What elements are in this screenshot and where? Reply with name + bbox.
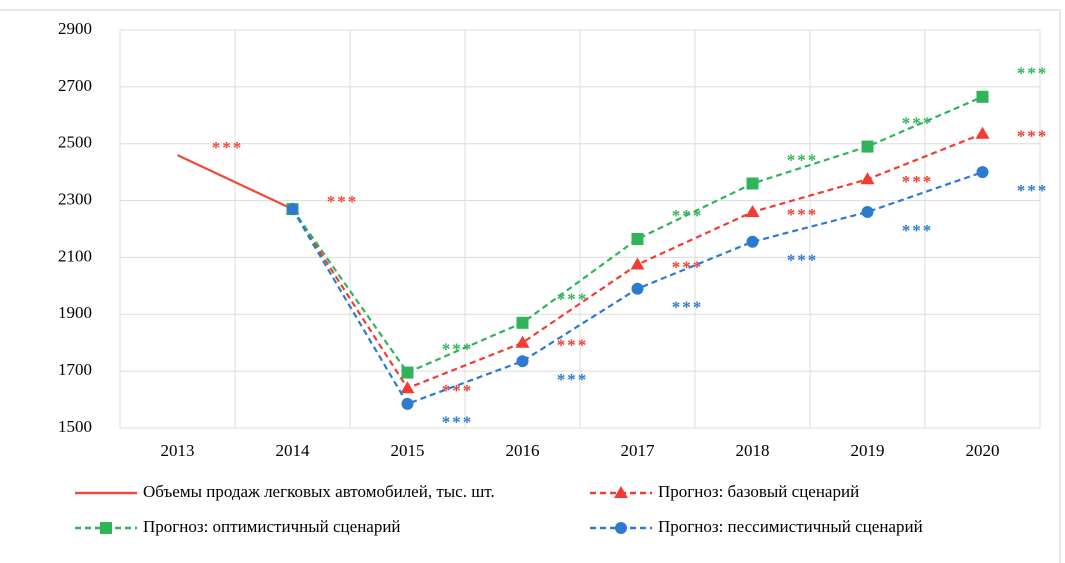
marker (860, 172, 875, 185)
data-label: *** (557, 336, 589, 355)
data-label: *** (902, 172, 934, 191)
x-tick-label: 2018 (736, 441, 770, 460)
x-tick-label: 2016 (506, 441, 540, 460)
marker (286, 203, 299, 216)
marker (516, 355, 529, 368)
marker (745, 204, 760, 217)
x-tick-label: 2017 (621, 441, 656, 460)
legend-marker (614, 486, 628, 498)
x-tick-label: 2013 (161, 441, 195, 460)
data-label: *** (1017, 64, 1049, 83)
marker (861, 205, 874, 218)
y-tick-label: 1700 (58, 360, 92, 379)
series-line (177, 154, 293, 211)
marker (746, 235, 759, 248)
marker (746, 177, 759, 190)
legend-marker (615, 522, 627, 534)
marker (516, 316, 529, 329)
marker (975, 126, 990, 139)
marker (631, 232, 644, 245)
data-label: *** (442, 339, 474, 358)
marker (976, 166, 989, 179)
data-label: *** (672, 206, 704, 225)
data-label: *** (787, 251, 819, 270)
data-label: *** (902, 221, 934, 240)
marker (861, 140, 874, 153)
legend-label: Прогноз: пессимистичный сценарий (658, 517, 923, 536)
legend-label: Прогноз: базовый сценарий (658, 482, 859, 501)
x-tick-label: 2015 (391, 441, 425, 460)
y-tick-label: 2100 (58, 246, 92, 265)
y-tick-label: 1900 (58, 303, 92, 322)
y-tick-label: 2500 (58, 133, 92, 152)
legend-label: Прогноз: оптимистичный сценарий (143, 517, 401, 536)
data-label: *** (787, 205, 819, 224)
marker (401, 397, 414, 410)
marker (631, 282, 644, 295)
y-tick-label: 2900 (58, 19, 92, 38)
x-tick-label: 2014 (276, 441, 311, 460)
data-label: *** (327, 192, 359, 211)
y-tick-label: 2300 (58, 189, 92, 208)
marker (630, 257, 645, 270)
x-tick-label: 2019 (851, 441, 885, 460)
marker (401, 366, 414, 379)
marker (976, 90, 989, 103)
frame (0, 9, 1061, 563)
data-label: *** (557, 290, 589, 309)
data-label: *** (442, 413, 474, 432)
legend-label: Объемы продаж легковых автомобилей, тыс.… (143, 482, 495, 501)
data-label: *** (442, 381, 474, 400)
data-label: *** (557, 370, 589, 389)
marker (515, 335, 530, 348)
data-label: *** (672, 257, 704, 276)
data-label: *** (1017, 127, 1049, 146)
legend-marker (100, 522, 112, 534)
data-label: *** (672, 298, 704, 317)
data-label: *** (1017, 181, 1049, 200)
marker (400, 381, 415, 394)
data-label: *** (212, 138, 244, 157)
data-label: *** (787, 150, 819, 169)
data-label: *** (902, 113, 934, 132)
y-tick-label: 1500 (58, 417, 92, 436)
y-tick-label: 2700 (58, 76, 92, 95)
x-tick-label: 2020 (966, 441, 1000, 460)
